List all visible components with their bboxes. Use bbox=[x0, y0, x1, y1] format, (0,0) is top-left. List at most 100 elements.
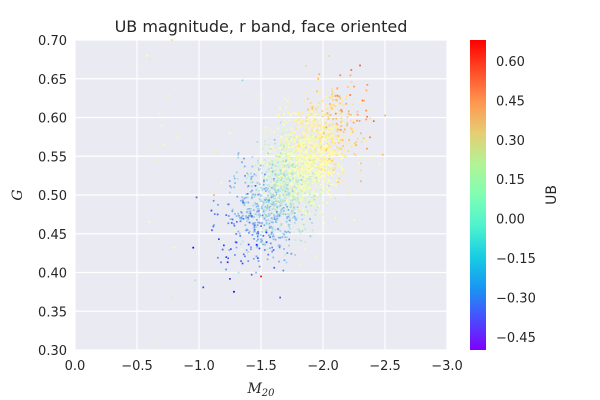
scatter-point bbox=[305, 180, 308, 182]
scatter-point bbox=[262, 161, 265, 164]
scatter-point bbox=[315, 132, 318, 135]
scatter-point bbox=[261, 200, 263, 202]
scatter-point bbox=[330, 157, 333, 159]
scatter-point bbox=[257, 95, 260, 97]
scatter-point bbox=[279, 143, 281, 146]
scatter-point bbox=[340, 157, 342, 160]
scatter-point bbox=[264, 126, 267, 129]
scatter-point bbox=[314, 171, 316, 174]
scatter-point bbox=[282, 153, 285, 155]
scatter-point bbox=[342, 103, 345, 106]
scatter-point bbox=[310, 153, 312, 156]
scatter-point bbox=[310, 124, 312, 127]
scatter-point bbox=[253, 226, 256, 228]
scatter-point bbox=[314, 120, 316, 122]
scatter-point bbox=[275, 221, 277, 223]
scatter-point bbox=[350, 127, 352, 130]
scatter-point bbox=[265, 198, 267, 201]
scatter-point bbox=[251, 197, 253, 200]
scatter-point bbox=[276, 127, 279, 130]
scatter-point bbox=[342, 135, 345, 137]
scatter-point bbox=[274, 208, 277, 211]
scatter-point bbox=[277, 189, 279, 192]
scatter-point bbox=[264, 216, 267, 218]
scatter-point bbox=[351, 128, 353, 130]
scatter-point bbox=[303, 161, 305, 164]
scatter-point bbox=[253, 173, 256, 176]
scatter-point bbox=[311, 159, 314, 162]
scatter-point bbox=[315, 161, 318, 163]
scatter-point bbox=[284, 213, 287, 216]
scatter-point bbox=[319, 88, 322, 91]
scatter-point bbox=[235, 109, 238, 111]
scatter-point bbox=[250, 181, 253, 184]
scatter-point bbox=[309, 138, 311, 141]
scatter-point bbox=[246, 193, 249, 195]
scatter-point bbox=[309, 175, 311, 178]
scatter-point bbox=[266, 179, 268, 181]
scatter-point bbox=[267, 206, 269, 209]
scatter-point bbox=[332, 171, 335, 173]
scatter-point bbox=[138, 66, 141, 68]
scatter-point bbox=[285, 106, 288, 109]
scatter-point bbox=[296, 198, 299, 201]
scatter-point bbox=[337, 181, 340, 183]
scatter-point bbox=[284, 131, 286, 133]
scatter-point bbox=[336, 124, 339, 126]
scatter-point bbox=[279, 107, 281, 110]
scatter-point bbox=[339, 129, 342, 131]
scatter-point bbox=[246, 227, 248, 230]
scatter-point bbox=[343, 170, 345, 173]
scatter-point bbox=[346, 122, 349, 125]
scatter-point bbox=[268, 138, 270, 140]
scatter-point bbox=[273, 204, 276, 207]
scatter-point bbox=[227, 222, 230, 225]
scatter-point bbox=[270, 212, 273, 215]
scatter-point bbox=[285, 200, 288, 203]
scatter-point bbox=[288, 201, 291, 204]
scatter-point bbox=[313, 153, 315, 156]
scatter-point bbox=[324, 156, 327, 159]
scatter-point bbox=[297, 111, 300, 114]
scatter-point bbox=[320, 163, 323, 165]
scatter-point bbox=[291, 192, 293, 195]
scatter-point bbox=[279, 177, 282, 179]
scatter-point bbox=[274, 228, 277, 231]
scatter-point bbox=[316, 149, 318, 151]
scatter-point bbox=[309, 187, 312, 190]
scatter-point bbox=[317, 124, 319, 127]
y-tick-label: 0.45 bbox=[38, 228, 67, 243]
scatter-point bbox=[251, 196, 253, 199]
scatter-point bbox=[284, 236, 286, 239]
scatter-point bbox=[322, 148, 324, 150]
scatter-point bbox=[288, 172, 290, 175]
scatter-point bbox=[268, 190, 271, 193]
scatter-point bbox=[265, 187, 268, 189]
scatter-point bbox=[343, 149, 345, 152]
scatter-point bbox=[271, 147, 274, 149]
scatter-point bbox=[307, 117, 310, 120]
scatter-point bbox=[303, 157, 305, 160]
scatter-point bbox=[278, 197, 281, 200]
scatter-point bbox=[278, 205, 281, 208]
scatter-point bbox=[281, 150, 283, 153]
scatter-point bbox=[272, 195, 274, 198]
scatter-point bbox=[302, 223, 305, 226]
scatter-point bbox=[340, 109, 343, 111]
scatter-point bbox=[290, 187, 292, 189]
scatter-point bbox=[308, 128, 310, 131]
scatter-point bbox=[315, 165, 318, 167]
scatter-point bbox=[240, 217, 243, 220]
scatter-point bbox=[276, 221, 278, 224]
scatter-point bbox=[322, 113, 325, 116]
scatter-point bbox=[331, 127, 333, 129]
scatter-point bbox=[343, 154, 346, 157]
scatter-point bbox=[319, 151, 322, 153]
scatter-point bbox=[291, 188, 294, 190]
scatter-point bbox=[242, 218, 245, 220]
scatter-point bbox=[310, 149, 312, 152]
scatter-point bbox=[350, 133, 352, 135]
scatter-point bbox=[317, 135, 319, 138]
scatter-point bbox=[294, 221, 296, 224]
scatter-point bbox=[266, 258, 269, 261]
